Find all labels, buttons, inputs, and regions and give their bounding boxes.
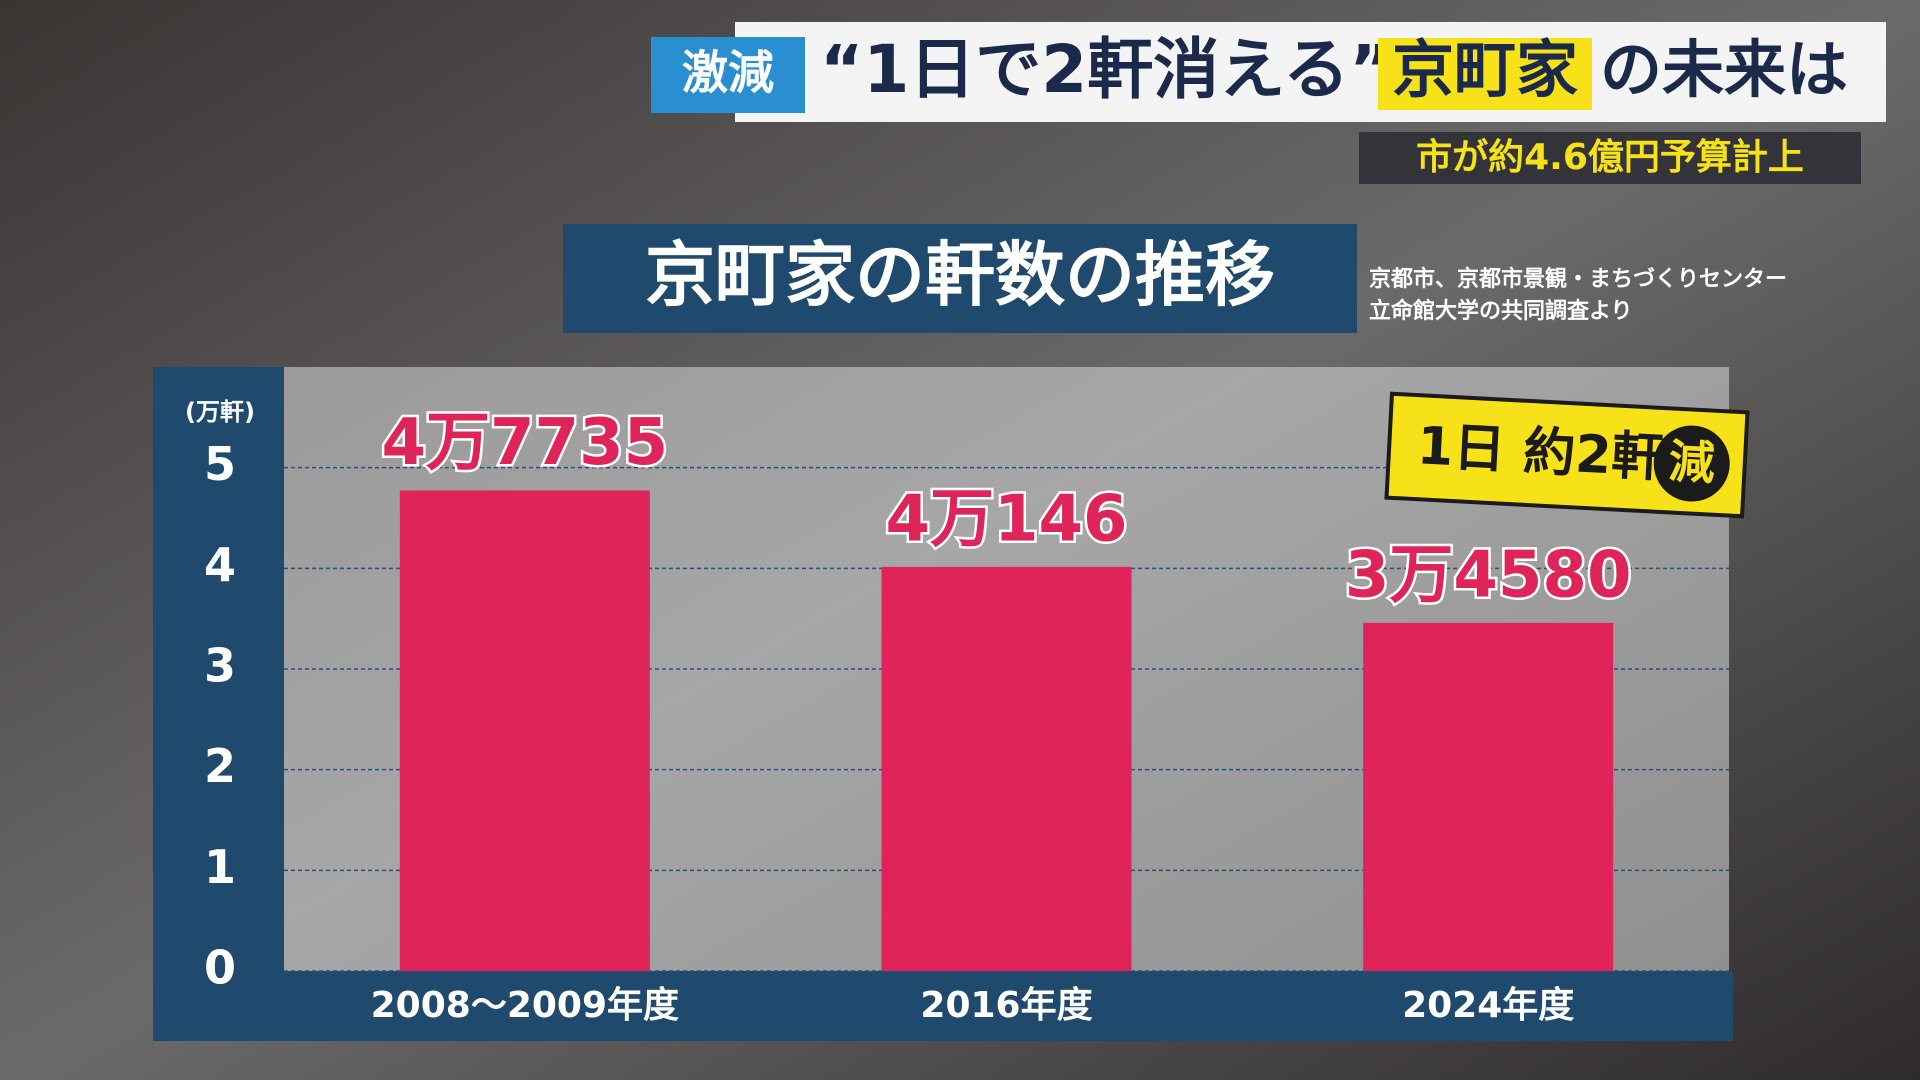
annotation-box xyxy=(1384,391,1750,519)
y-tick-label: 2 xyxy=(204,739,236,793)
x-tick-label: 2008～2009年度 xyxy=(371,985,679,1026)
y-axis-label: (万軒) xyxy=(185,398,255,426)
value-label: 4万146 xyxy=(885,482,1127,556)
annotation-mark: 減 xyxy=(1667,434,1716,490)
header-bar xyxy=(735,22,1886,122)
x-tick-label: 2016年度 xyxy=(920,985,1092,1026)
bar xyxy=(1363,622,1614,971)
source: 立命館大学の共同調査より xyxy=(1369,298,1633,324)
annotation-text: 1日 約2軒 xyxy=(1416,416,1665,489)
headline-highlight: 京町家 xyxy=(1392,33,1578,106)
chart-title: 京町家の軒数の推移 xyxy=(645,234,1275,316)
tag-box xyxy=(651,37,805,113)
y-tick-label: 0 xyxy=(204,941,236,995)
bar xyxy=(881,566,1132,971)
value-label: 3万4580 xyxy=(1345,538,1632,612)
subtitle-box xyxy=(1359,132,1861,184)
annotation: 1日 約2軒減 xyxy=(1384,391,1750,519)
title-box xyxy=(563,224,1357,333)
y-axis-band xyxy=(153,367,284,1041)
x-tick-label: 2024年度 xyxy=(1402,985,1574,1026)
y-tick-label: 5 xyxy=(204,437,236,491)
y-tick-label: 3 xyxy=(204,639,236,693)
annotation-circle xyxy=(1653,425,1730,502)
headline: “1日で2軒消える” xyxy=(820,31,1393,108)
y-tick-label: 4 xyxy=(204,538,236,592)
highlight-box xyxy=(1378,38,1592,110)
x-axis-band xyxy=(153,971,1733,1041)
headline-rest: の未来は xyxy=(1600,33,1848,106)
tag: 激減 xyxy=(682,46,774,100)
bar xyxy=(399,490,650,971)
source: 京都市、京都市景観・まちづくりセンター xyxy=(1369,266,1787,292)
subtitle: 市が約4.6億円予算計上 xyxy=(1416,137,1804,178)
value-label: 4万7735 xyxy=(382,406,669,480)
y-tick-label: 1 xyxy=(204,840,236,894)
